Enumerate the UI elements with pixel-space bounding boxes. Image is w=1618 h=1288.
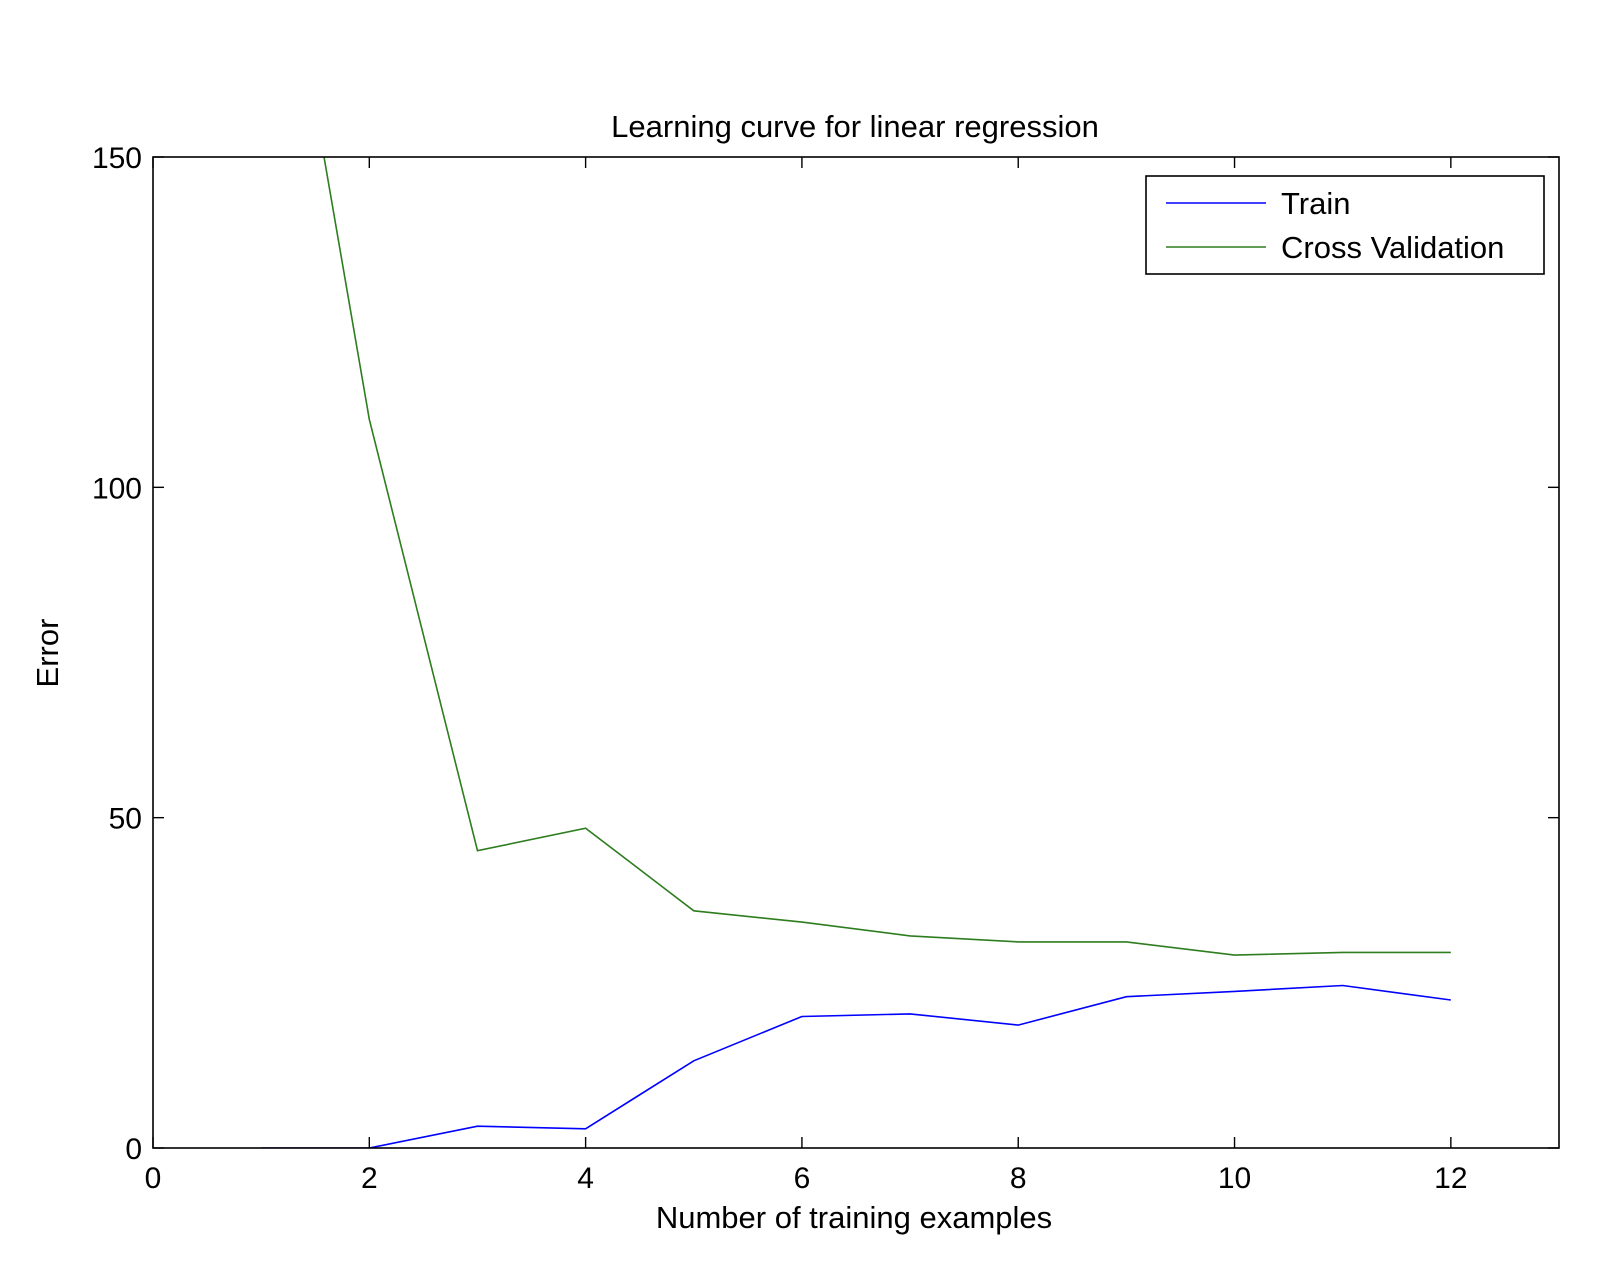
chart-title: Learning curve for linear regression	[611, 109, 1099, 144]
legend: Train Cross Validation	[1145, 175, 1545, 275]
axis-tick-labels: 0 2 4 6 8 10 12 0 50 100 150	[92, 142, 1468, 1195]
series-line-train	[261, 984, 1451, 1148]
series-line-cross-validation	[323, 157, 1451, 956]
x-tick-label: 8	[1010, 1162, 1027, 1195]
x-tick-label: 12	[1434, 1162, 1467, 1195]
axis-ticks	[152, 156, 1559, 1149]
plot-frame	[152, 156, 1560, 1149]
y-tick-label: 100	[92, 472, 142, 505]
x-tick-label: 4	[577, 1162, 594, 1195]
y-tick-label: 150	[92, 142, 142, 175]
x-axis-label: Number of training examples	[656, 1200, 1052, 1235]
series-layer	[261, 157, 1451, 1148]
x-tick-label: 10	[1218, 1162, 1251, 1195]
y-tick-label: 50	[109, 803, 142, 836]
x-tick-label: 0	[145, 1162, 162, 1195]
x-tick-label: 2	[361, 1162, 378, 1195]
y-axis-label: Error	[30, 619, 65, 688]
x-tick-label: 6	[794, 1162, 811, 1195]
legend-box	[1145, 175, 1545, 275]
legend-label-cross-validation: Cross Validation	[1281, 230, 1504, 265]
y-tick-label: 0	[125, 1133, 142, 1166]
legend-label-train: Train	[1281, 186, 1350, 221]
